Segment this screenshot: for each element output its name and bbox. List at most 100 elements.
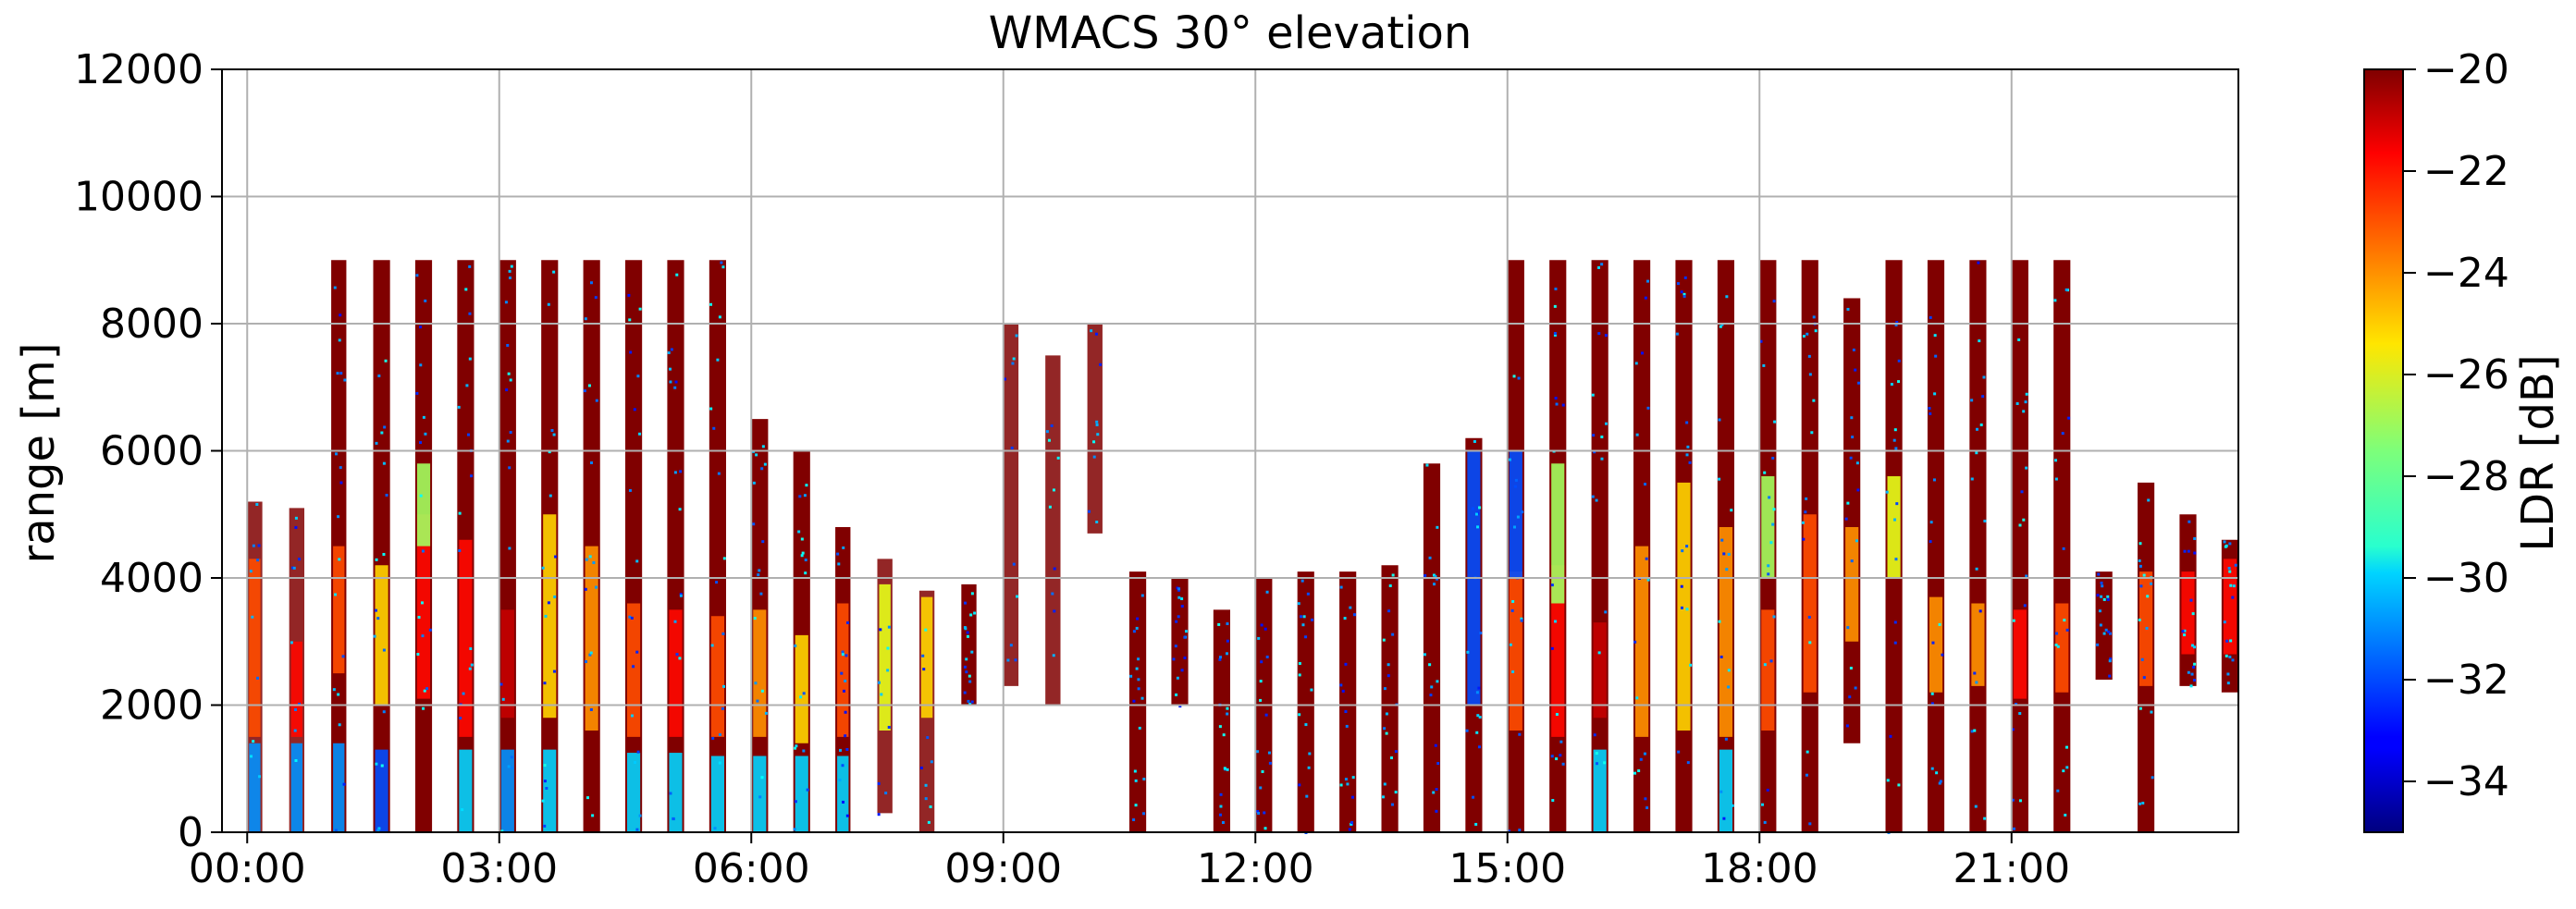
speckle — [2022, 518, 2026, 522]
ldr-feature — [459, 539, 473, 737]
speckle — [752, 522, 756, 526]
speckle — [1804, 510, 1807, 514]
speckle — [1217, 622, 1221, 626]
speckle — [541, 799, 545, 803]
speckle — [1096, 433, 1100, 436]
speckle — [1433, 583, 1436, 586]
speckle — [500, 829, 504, 833]
speckle — [544, 614, 548, 618]
speckle — [755, 453, 758, 457]
speckle — [1263, 627, 1267, 631]
speckle — [927, 820, 931, 824]
speckle — [756, 699, 759, 703]
speckle — [760, 776, 764, 780]
speckle — [1600, 457, 1604, 461]
speckle — [1475, 731, 1479, 734]
speckle — [336, 372, 339, 375]
speckle — [679, 470, 683, 473]
speckle — [1052, 488, 1055, 492]
speckle — [793, 828, 796, 831]
speckle — [1391, 573, 1395, 577]
ldr-feature — [879, 583, 891, 731]
speckle — [966, 634, 969, 638]
speckle — [383, 425, 387, 429]
speckle — [2188, 520, 2191, 523]
speckle — [499, 682, 503, 686]
speckle — [1682, 294, 1686, 298]
speckle — [424, 299, 427, 302]
data-stripe — [2221, 539, 2238, 693]
speckle — [842, 546, 845, 549]
data-stripe — [1087, 324, 1103, 534]
speckle — [798, 495, 802, 498]
ldr-feature — [627, 603, 641, 737]
speckle — [1762, 363, 1766, 367]
speckle — [249, 570, 253, 573]
speckle — [1680, 606, 1683, 609]
speckle — [1768, 496, 1771, 499]
speckle — [1218, 656, 1222, 659]
speckle — [675, 273, 679, 276]
speckle — [1893, 641, 1897, 645]
speckle — [753, 617, 757, 620]
speckle — [838, 779, 842, 782]
speckle — [1890, 383, 1893, 387]
data-stripe — [961, 583, 977, 706]
ldr-feature — [290, 743, 303, 832]
speckle — [1137, 687, 1140, 691]
speckle — [846, 620, 850, 624]
speckle — [763, 462, 767, 466]
speckle — [633, 408, 636, 412]
speckle — [468, 357, 472, 361]
speckle — [2142, 676, 2146, 680]
speckle — [2223, 620, 2226, 624]
speckle — [1183, 656, 1187, 659]
speckle — [384, 359, 388, 362]
speckle — [416, 653, 420, 657]
speckle — [2183, 633, 2187, 637]
speckle — [672, 817, 675, 820]
ldr-feature — [1677, 482, 1691, 731]
speckle — [1011, 362, 1015, 365]
speckle — [469, 647, 473, 651]
speckle — [635, 828, 639, 831]
speckle — [1219, 792, 1223, 796]
speckle — [2024, 400, 2028, 404]
speckle — [1383, 782, 1387, 786]
speckle — [508, 276, 512, 280]
speckle — [2190, 644, 2194, 647]
speckle — [628, 615, 632, 619]
speckle — [338, 723, 341, 727]
speckle — [587, 384, 591, 387]
speckle — [2065, 745, 2069, 749]
speckle — [2183, 629, 2187, 633]
speckle — [1003, 377, 1006, 381]
speckle — [1806, 750, 1809, 754]
speckle — [709, 407, 713, 411]
speckle — [1225, 652, 1228, 656]
speckle — [594, 296, 598, 300]
speckle — [424, 432, 427, 436]
speckle — [1646, 406, 1650, 410]
speckle — [673, 471, 677, 474]
speckle — [2138, 542, 2142, 546]
speckle — [1174, 645, 1177, 648]
speckle — [1644, 483, 1647, 486]
speckle — [1429, 694, 1433, 697]
speckle — [1644, 797, 1647, 801]
speckle — [1268, 761, 1272, 765]
speckle — [1970, 730, 1974, 733]
speckle — [250, 755, 253, 758]
speckle — [794, 644, 797, 647]
speckle — [795, 744, 798, 748]
x-tick-label: 18:00 — [1701, 845, 1818, 892]
speckle — [1390, 803, 1394, 806]
speckle — [1435, 788, 1438, 792]
colorbar-ticks: −20 −22 −24 −26 −28 −30 −32 −34 — [2403, 46, 2509, 805]
speckle — [1261, 769, 1264, 773]
speckle — [1388, 583, 1392, 587]
ldr-feature — [795, 634, 808, 743]
speckle — [1095, 521, 1099, 524]
speckle — [2139, 584, 2143, 588]
speckle — [718, 733, 721, 737]
